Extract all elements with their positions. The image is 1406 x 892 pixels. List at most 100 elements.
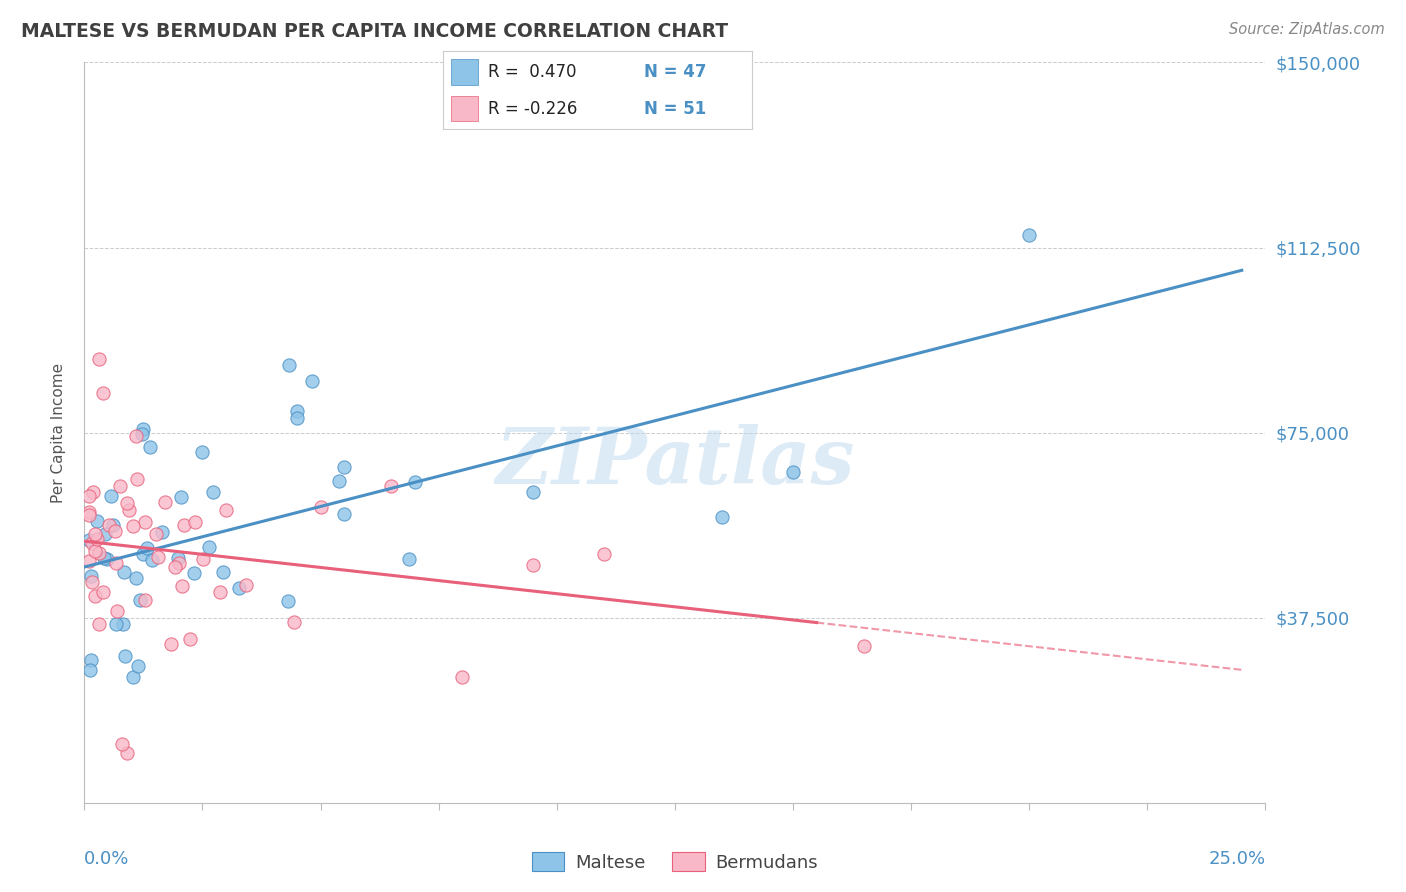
Point (301, 374, 323, 388)
Text: R = -0.226: R = -0.226 (488, 100, 576, 118)
Point (122, 670, 145, 684)
Point (148, 549, 170, 564)
Point (333, 508, 356, 522)
Point (134, 515, 156, 529)
Point (191, 551, 214, 566)
Point (136, 541, 159, 555)
Point (159, 637, 181, 651)
Point (127, 472, 149, 486)
Point (98, 518, 121, 533)
Point (77, 508, 100, 523)
Point (77, 533, 100, 547)
Point (105, 556, 128, 570)
Point (83, 544, 105, 558)
Point (169, 556, 191, 570)
Point (139, 440, 162, 454)
Point (91, 386, 114, 401)
Point (228, 581, 250, 595)
Point (80, 653, 103, 667)
Point (333, 460, 356, 475)
Point (86, 532, 108, 546)
Point (152, 524, 174, 539)
Point (100, 489, 122, 503)
Point (80, 568, 103, 582)
Point (309, 500, 332, 514)
Point (163, 560, 186, 574)
Point (398, 551, 420, 566)
Point (82, 574, 104, 589)
Point (83, 589, 105, 603)
Point (277, 358, 299, 372)
Point (117, 495, 139, 509)
Point (593, 547, 616, 561)
Point (82, 535, 104, 549)
Point (112, 565, 135, 579)
Point (114, 649, 136, 664)
Point (522, 484, 544, 499)
Point (170, 491, 193, 505)
Point (77, 554, 100, 568)
Point (121, 518, 143, 533)
Point (96, 552, 118, 566)
Point (91, 585, 114, 599)
Point (183, 566, 205, 581)
Bar (450, 59, 478, 85)
Point (202, 485, 225, 500)
Point (211, 566, 233, 580)
Point (711, 509, 734, 524)
Point (128, 593, 150, 607)
Point (77, 489, 100, 503)
Point (167, 551, 190, 566)
Point (141, 553, 163, 567)
Point (277, 594, 299, 608)
Point (115, 747, 138, 761)
Point (112, 616, 135, 631)
Text: R =  0.470: R = 0.470 (488, 62, 576, 80)
Point (198, 540, 221, 554)
Point (93, 550, 115, 565)
Point (283, 615, 305, 629)
Point (111, 737, 134, 751)
Point (173, 517, 195, 532)
Point (124, 571, 146, 585)
Text: 0.0%: 0.0% (84, 850, 129, 868)
Point (132, 422, 155, 436)
Point (170, 579, 193, 593)
Point (209, 584, 232, 599)
Point (522, 558, 544, 572)
Legend: Maltese, Bermudans: Maltese, Bermudans (524, 845, 825, 879)
Point (183, 515, 205, 529)
Point (134, 593, 156, 607)
Point (125, 429, 148, 443)
Point (852, 639, 875, 653)
Point (117, 503, 139, 517)
Point (79, 664, 101, 678)
Point (145, 527, 167, 541)
Point (86, 514, 108, 528)
Point (285, 410, 308, 425)
Point (77, 505, 100, 519)
Point (404, 475, 426, 489)
Bar (450, 95, 478, 121)
Point (83, 527, 105, 541)
Point (155, 495, 177, 509)
Point (215, 503, 238, 517)
Point (328, 474, 350, 488)
Text: 25.0%: 25.0% (1208, 850, 1265, 868)
Point (103, 517, 125, 532)
Point (105, 617, 128, 632)
Point (89, 545, 111, 559)
Point (108, 478, 131, 492)
Point (1018, 228, 1040, 243)
Point (380, 479, 402, 493)
Point (235, 578, 257, 592)
Point (87, 351, 110, 366)
Point (285, 404, 308, 418)
Point (127, 659, 149, 673)
Point (105, 604, 128, 618)
Text: Per Capita Income: Per Capita Income (51, 362, 66, 503)
Point (87, 616, 110, 631)
Point (82, 485, 104, 500)
Point (451, 670, 474, 684)
Point (132, 547, 155, 561)
